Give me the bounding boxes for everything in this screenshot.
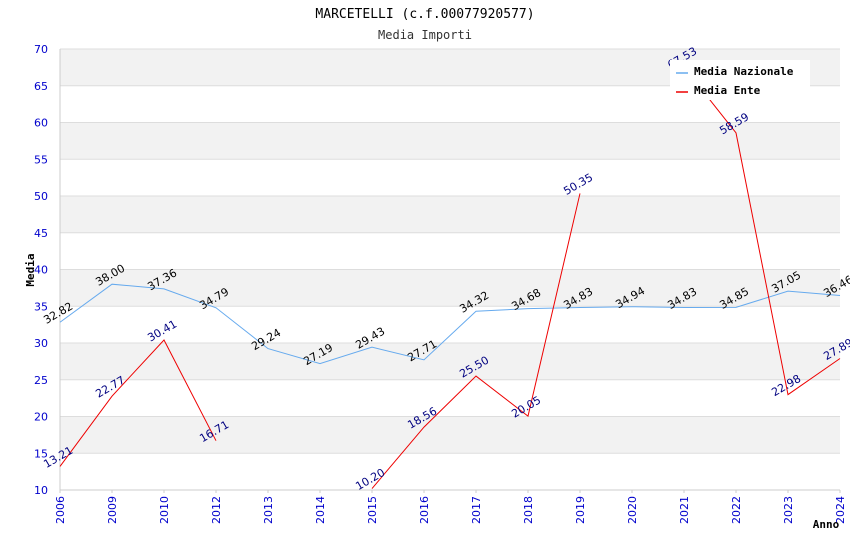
grid-band [60,416,840,454]
x-tick-labels: 2006 2009 2010 2012 2013 2014 2015 2016 2017 2018… [54,490,847,524]
x-tick-label: 2013 [262,496,275,524]
x-tick-label: 2017 [470,496,483,524]
x-axis-label: Anno [813,518,840,531]
grid-band [60,122,840,160]
legend-label-media-ente: Media Ente [694,84,761,97]
x-tick-label: 2010 [158,496,171,524]
x-tick-label: 2009 [106,496,119,524]
y-tick-label: 45 [34,227,48,240]
y-tick-label: 65 [34,80,48,93]
y-tick-label: 10 [34,484,48,497]
y-tick-label: 60 [34,117,48,130]
grid-bands [60,49,840,490]
grid-band [60,379,840,417]
x-tick-label: 2021 [678,496,691,524]
x-tick-label: 2012 [210,496,223,524]
chart-title: MARCETELLI (c.f.00077920577) [315,7,534,22]
grid-band [60,196,840,233]
y-axis-label: Media [24,253,37,286]
x-tick-label: 2019 [574,496,587,524]
y-tick-label: 50 [34,190,48,203]
grid-band [60,306,840,343]
series-line-media-ente [683,66,841,396]
y-tick-label: 30 [34,337,48,350]
x-tick-label: 2006 [54,496,67,524]
grid-band [60,453,840,490]
x-tick-label: 2014 [314,496,327,524]
legend-background [670,60,810,100]
grid-band [60,159,840,196]
y-tick-label: 25 [34,374,48,387]
y-tick-label: 20 [34,411,48,424]
x-tick-label: 2022 [730,496,743,524]
x-tick-label: 2018 [522,496,535,524]
x-tick-label: 2020 [626,496,639,524]
y-tick-label: 40 [34,264,48,277]
legend-label-media-nazionale: Media Nazionale [694,65,794,78]
chart-subtitle: Media Importi [378,28,472,42]
y-tick-labels: 10 15 20 25 30 35 40 45 50 55 60 65 70 [34,43,48,497]
y-tick-label: 35 [34,300,48,313]
y-tick-label: 15 [34,447,48,460]
y-tick-label: 55 [34,153,48,166]
series-line-media-ente [371,193,581,489]
series-line-media-nazionale [59,283,841,365]
x-tick-label: 2024 [834,496,847,524]
series-line-media-ente [59,339,217,467]
legend: Media Nazionale Media Ente [670,60,810,100]
y-tick-label: 70 [34,43,48,56]
x-tick-label: 2015 [366,496,379,524]
x-tick-label: 2023 [782,496,795,524]
grid-band [60,232,840,270]
series-lines [59,66,841,489]
grid-band [60,343,840,380]
axes [59,49,840,491]
grid-band [60,269,840,307]
x-tick-label: 2016 [418,496,431,524]
